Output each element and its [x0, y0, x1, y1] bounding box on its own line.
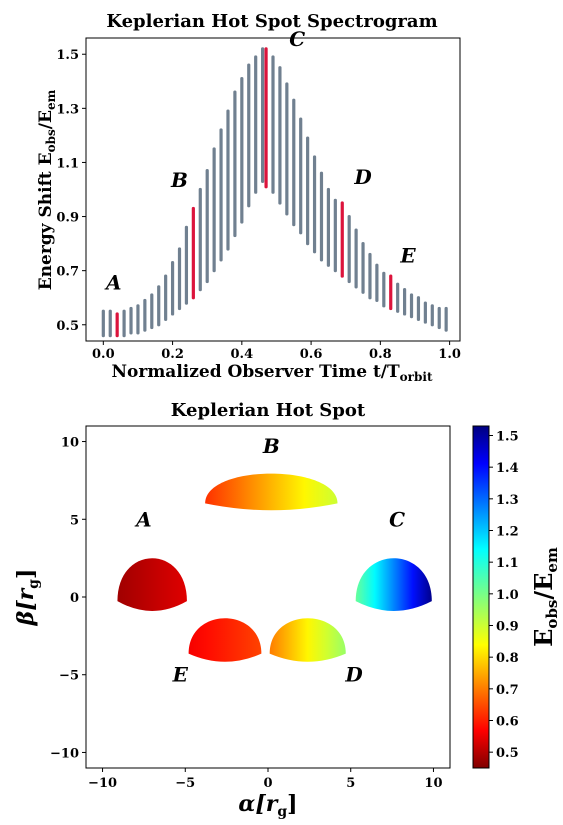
- x-tick-label: 0.2: [161, 347, 184, 362]
- colorbar-tick-label: 1.4: [496, 461, 519, 476]
- colorbar-tick-label: 1.5: [496, 430, 519, 445]
- spectrogram-x-axis-label: Normalized Observer Time t/Torbit: [111, 362, 432, 384]
- hot-spot-a: [117, 558, 187, 611]
- y-tick-label: 0.9: [56, 211, 79, 226]
- x-tick-label: 0: [263, 776, 272, 791]
- hot-spot-b: [205, 473, 338, 511]
- x-tick-label: 0.4: [231, 347, 254, 362]
- colorbar-tick-label: 1.1: [496, 556, 519, 571]
- colorbar-tick-label: 1.2: [496, 525, 519, 540]
- spectrogram-title: Keplerian Hot Spot Spectrogram: [106, 11, 437, 32]
- spectrogram-plot-frame: [85, 37, 461, 342]
- colorbar-tick-label: 0.8: [496, 651, 519, 666]
- y-tick-label: 5: [70, 513, 79, 528]
- colorbar-tick-label: 0.7: [496, 683, 519, 698]
- colorbar-gradient: [472, 425, 490, 769]
- spectrogram-annotations: A B C D E: [104, 27, 416, 294]
- y-tick-label: −5: [59, 669, 79, 684]
- colorbar-tick-label: 0.9: [496, 620, 519, 635]
- x-tick-label: 0.0: [92, 347, 115, 362]
- hot-spot-label-e: E: [172, 663, 189, 687]
- x-tick-label: −5: [175, 776, 195, 791]
- spectrogram-annotation-d: D: [353, 165, 372, 189]
- colorbar: 0.5 0.6 0.7 0.8 0.9 1.0 1.1 1.2 1.3 1.4 1.5 Eobs/E…: [472, 425, 561, 769]
- hotspot-y-ticks: −10 −5 0 5 10: [50, 436, 86, 761]
- colorbar-tick-label: 0.5: [496, 746, 519, 761]
- hotspot-x-ticks: −10 −5 0 5 10: [88, 768, 443, 791]
- hot-spot-d: [269, 618, 346, 662]
- spectrogram-bars: [101, 47, 448, 338]
- y-tick-label: 1.1: [56, 156, 79, 171]
- y-tick-label: 0.5: [56, 319, 79, 334]
- hotspot-y-axis-label: β[rg]: [13, 569, 42, 627]
- y-tick-label: 1.3: [56, 102, 79, 117]
- spectrogram-annotation-e: E: [399, 244, 416, 268]
- spectrogram-y-ticks: 0.5 0.7 0.9 1.1 1.3 1.5: [56, 48, 86, 334]
- colorbar-ticks: 0.5 0.6 0.7 0.8 0.9 1.0 1.1 1.2 1.3 1.4 1.5: [489, 430, 519, 761]
- hotspot-labels: A B C D E: [134, 434, 405, 687]
- colorbar-tick-label: 1.3: [496, 493, 519, 508]
- spectrogram-annotation-b: B: [170, 168, 188, 192]
- hotspot-x-axis-label: α[rg]: [238, 791, 297, 820]
- hot-spot-e: [188, 618, 262, 662]
- y-tick-label: −10: [50, 746, 79, 761]
- spectrogram-annotation-c: C: [289, 27, 305, 51]
- y-tick-label: 10: [61, 436, 79, 451]
- hotspot-spots: [117, 473, 432, 662]
- x-tick-label: 0.6: [300, 347, 323, 362]
- spectrogram-annotation-a: A: [104, 271, 122, 295]
- spectrogram-chart: Keplerian Hot Spot Spectrogram 0.0 0.2 0.4…: [36, 11, 461, 384]
- x-tick-label: 10: [424, 776, 442, 791]
- colorbar-tick-label: 1.0: [496, 588, 519, 603]
- spectrogram-y-axis-label: Energy Shift Eobs/Eem: [36, 89, 58, 290]
- hot-spot-c: [355, 558, 432, 611]
- x-tick-label: −10: [88, 776, 117, 791]
- hot-spot-label-d: D: [344, 663, 363, 687]
- hotspot-image-chart: Keplerian Hot Spot −10 −5 0 5 10 −10 −5 0 5 10 A…: [13, 400, 451, 820]
- colorbar-label: Eobs/Eem: [529, 547, 561, 647]
- hot-spot-label-c: C: [389, 507, 405, 531]
- y-tick-label: 0: [70, 591, 79, 606]
- hotspot-title: Keplerian Hot Spot: [171, 400, 366, 421]
- y-tick-label: 0.7: [56, 265, 79, 280]
- y-tick-label: 1.5: [56, 48, 79, 63]
- hot-spot-label-a: A: [134, 507, 152, 531]
- spectrogram-x-ticks: 0.0 0.2 0.4 0.6 0.8 1.0: [92, 341, 461, 362]
- x-tick-label: 0.8: [369, 347, 392, 362]
- hot-spot-label-b: B: [262, 434, 280, 458]
- colorbar-tick-label: 0.6: [496, 715, 519, 730]
- x-tick-label: 1.0: [438, 347, 461, 362]
- x-tick-label: 5: [346, 776, 355, 791]
